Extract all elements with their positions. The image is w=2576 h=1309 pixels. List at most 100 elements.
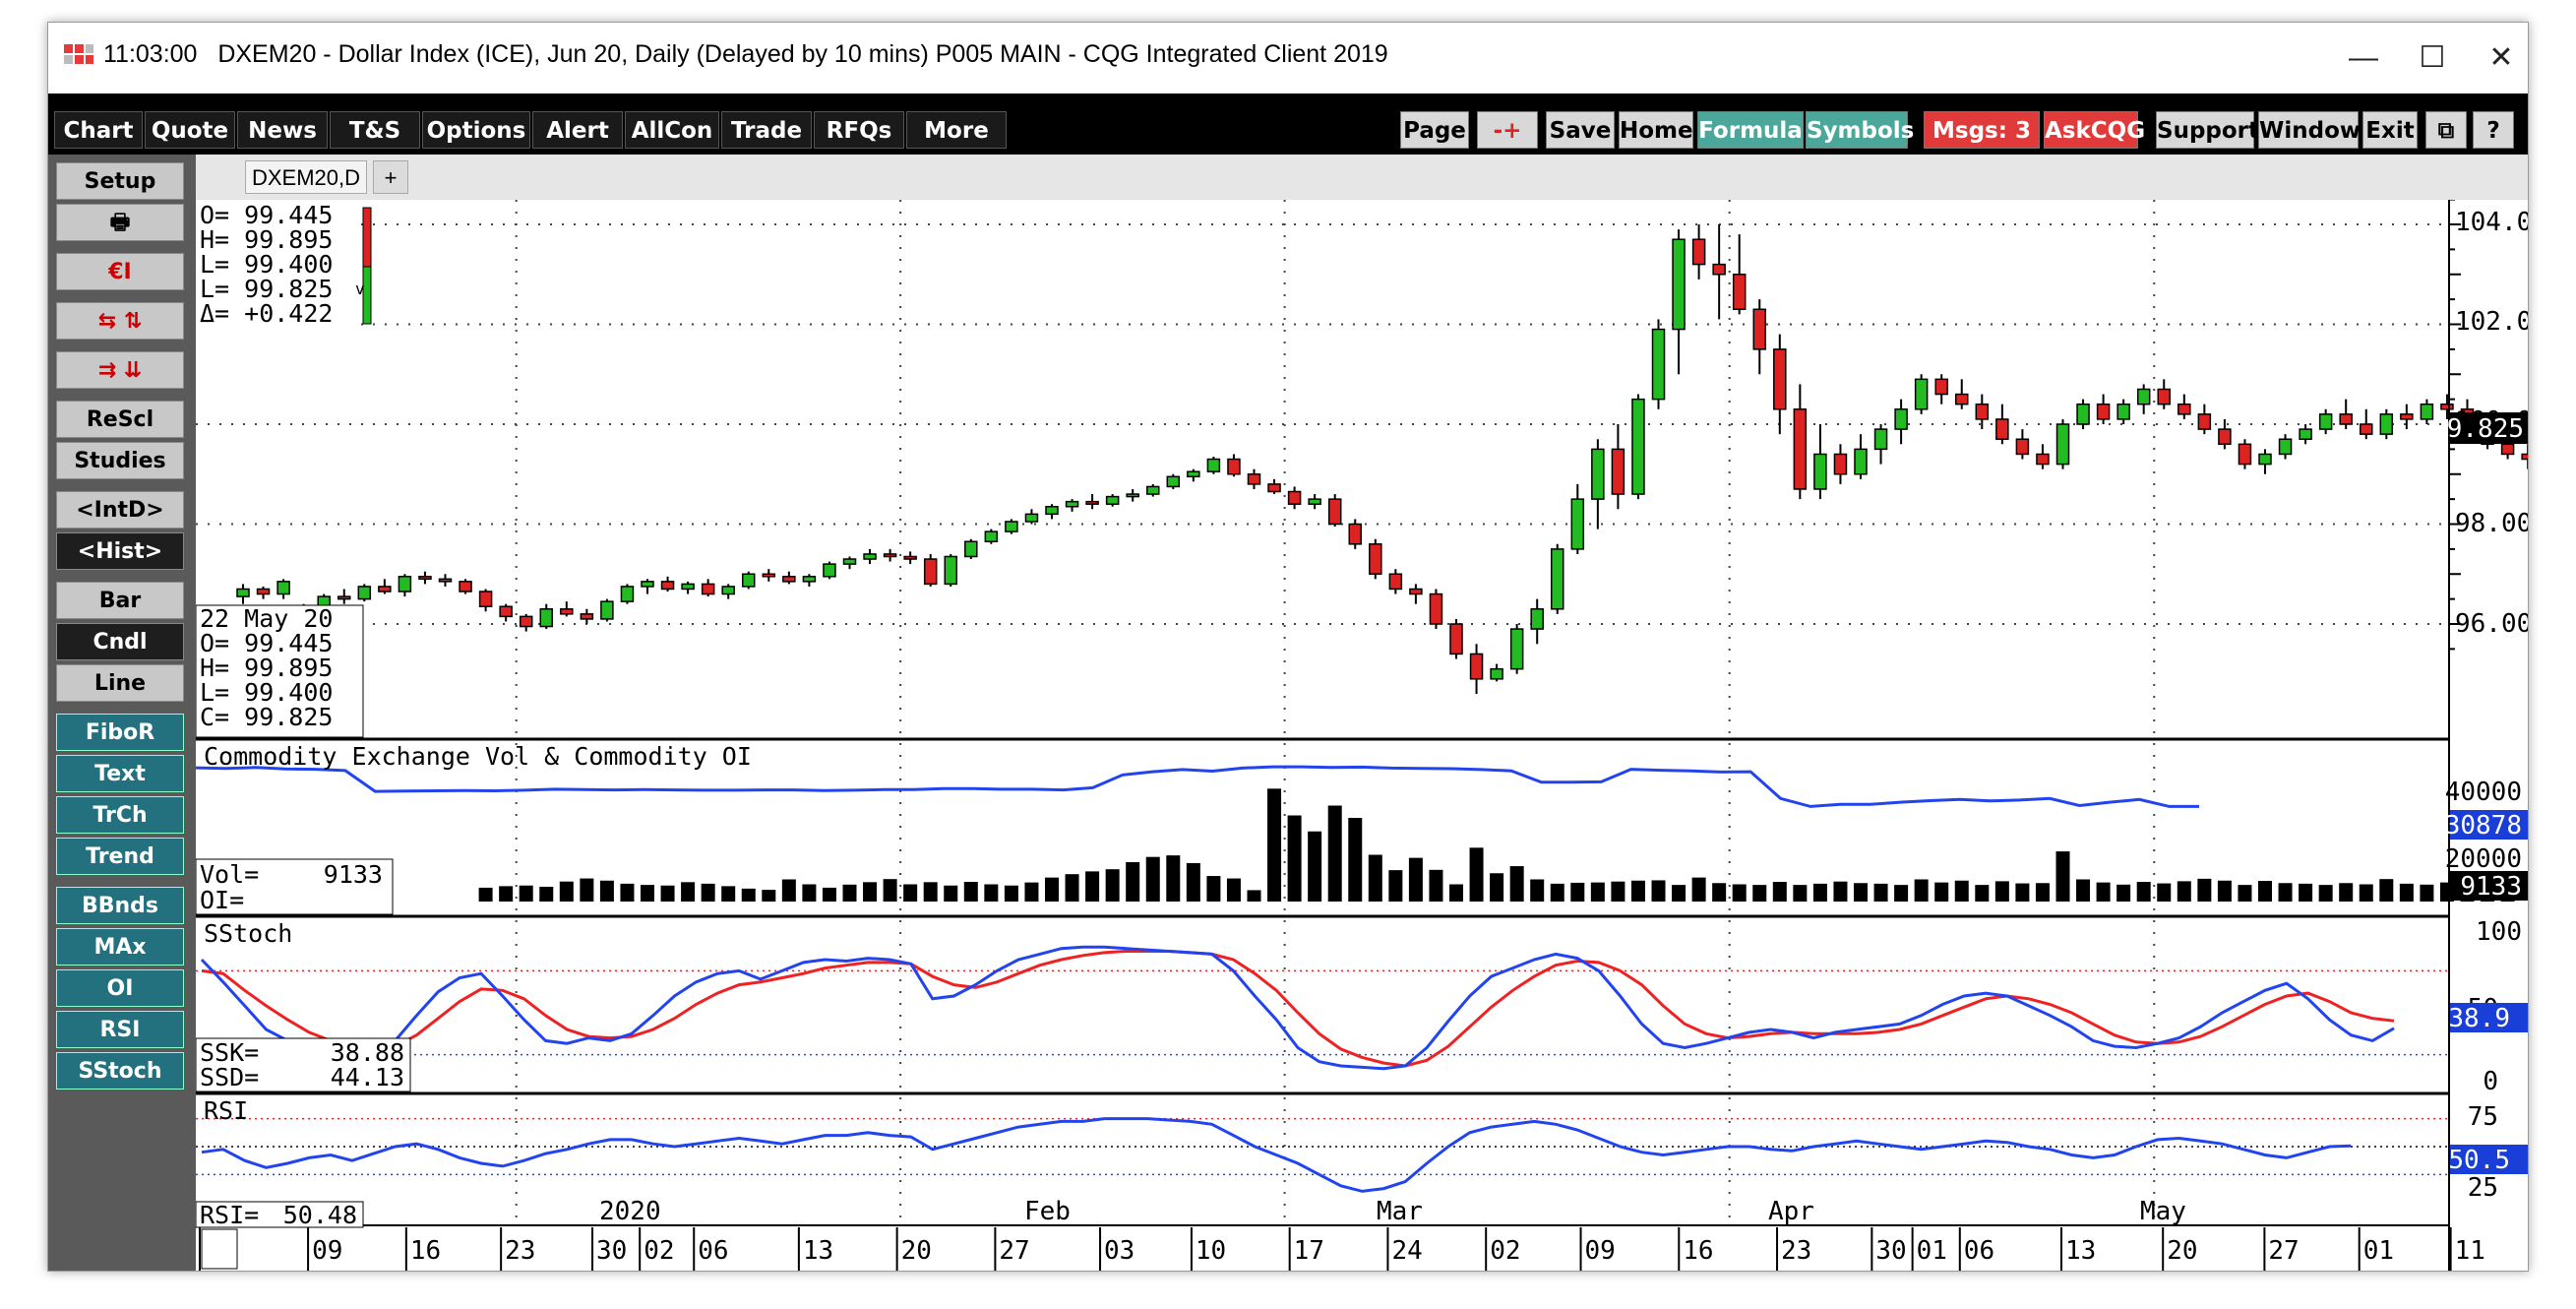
arrange-icon[interactable]: ⇉ ⇊ — [56, 351, 184, 389]
trade-button[interactable]: Trade — [721, 111, 812, 149]
print-icon[interactable]: 🖶 — [56, 204, 184, 241]
sstoch-button[interactable]: SStoch — [56, 1052, 184, 1090]
volume-bar — [1065, 874, 1079, 902]
add-tab-button[interactable]: + — [373, 160, 408, 194]
symbols-button[interactable]: Symbols — [1806, 111, 1914, 149]
volume-bar — [863, 882, 878, 902]
volume-bar — [599, 880, 614, 902]
ts-button[interactable]: T&S — [330, 111, 420, 149]
close-button[interactable]: ✕ — [2488, 41, 2514, 74]
fibor-button[interactable]: FiboR — [56, 714, 184, 751]
rsi-button[interactable]: RSI — [56, 1011, 184, 1048]
tab-dxem20[interactable]: DXEM20,D — [245, 160, 367, 194]
rsi-value: 50.48 — [283, 1201, 357, 1229]
volume-bar — [1793, 885, 1808, 902]
swap-icon[interactable]: ⇆ ⇅ — [56, 302, 184, 340]
volume-bar — [1388, 870, 1403, 902]
minimize-button[interactable]: — — [2349, 41, 2378, 74]
candle-body — [923, 558, 938, 586]
candle — [1591, 439, 1605, 530]
volume-bar — [1975, 885, 1990, 902]
candle-button[interactable]: Cndl — [56, 623, 184, 660]
volume-bar — [1308, 831, 1322, 902]
volume-bar — [963, 882, 978, 902]
candle — [1975, 394, 1990, 430]
scroll-handle[interactable] — [201, 1228, 238, 1270]
candle-body — [2116, 403, 2130, 420]
ohlc-close: C= 99.825 — [200, 703, 333, 731]
bar-button[interactable]: Bar — [56, 582, 184, 619]
volume-bar — [842, 884, 857, 902]
candle — [1914, 374, 1929, 414]
save-button[interactable]: Save — [1546, 111, 1615, 149]
max-button[interactable]: MAx — [56, 928, 184, 966]
ohlc-date: 22 May 20 — [200, 604, 333, 633]
rfqs-button[interactable]: RFQs — [814, 111, 904, 149]
readout-bar-red — [362, 207, 372, 268]
text-button[interactable]: Text — [56, 755, 184, 792]
support-button[interactable]: Support — [2156, 111, 2259, 149]
candle-body — [1105, 495, 1120, 505]
restore-icon[interactable]: ⧉ — [2425, 111, 2467, 149]
messages-button[interactable]: Msgs: 3 — [1924, 111, 2040, 149]
chart-button[interactable]: Chart — [54, 111, 143, 149]
candle — [1752, 299, 1766, 375]
vol-axis-20000: 20000 — [2445, 844, 2522, 874]
rsi-label: RSI= — [200, 1201, 259, 1229]
askcqg-button[interactable]: AskCQG — [2044, 111, 2145, 149]
oi-button[interactable]: OI — [56, 969, 184, 1007]
candle — [1449, 618, 1463, 659]
candle-body — [1247, 473, 1261, 485]
allcon-button[interactable]: AllCon — [625, 111, 719, 149]
volume-bar — [2258, 881, 2272, 902]
euro-icon[interactable]: €I — [56, 253, 184, 290]
home-button[interactable]: Home — [1619, 111, 1693, 149]
candle — [2400, 404, 2414, 430]
candle — [1570, 483, 1585, 554]
intraday-button[interactable]: <IntD> — [56, 491, 184, 529]
studies-button[interactable]: Studies — [56, 442, 184, 479]
news-button[interactable]: News — [237, 111, 328, 149]
help-icon[interactable]: ? — [2473, 111, 2514, 149]
bbands-button[interactable]: BBnds — [56, 887, 184, 924]
formula-button[interactable]: Formula — [1697, 111, 1804, 149]
maximize-button[interactable]: ☐ — [2419, 41, 2446, 74]
candle-body — [2076, 403, 2090, 425]
volume-bar — [1712, 883, 1727, 902]
candle-body — [2036, 453, 2050, 466]
exit-button[interactable]: Exit — [2362, 111, 2418, 149]
candle-body — [1409, 588, 1423, 595]
rsi-line — [201, 1117, 2352, 1193]
plus-minus-button[interactable]: -+ — [1477, 111, 1538, 149]
candle-body — [1166, 475, 1181, 488]
alert-button[interactable]: Alert — [532, 111, 623, 149]
candle — [1187, 468, 1200, 482]
ssk-line — [200, 945, 2395, 1071]
chart-area[interactable]: 2091623300206132027031017240209162330010… — [196, 200, 2528, 1271]
volume-bar — [1934, 882, 1949, 902]
candle — [2238, 439, 2252, 469]
volume-bar — [1833, 881, 1848, 902]
trend-button[interactable]: Trend — [56, 838, 184, 875]
candle — [1995, 404, 2009, 445]
candle — [418, 571, 432, 585]
candle — [2440, 394, 2454, 419]
candle-body — [984, 530, 999, 543]
line-button[interactable]: Line — [56, 664, 184, 702]
quote-button[interactable]: Quote — [145, 111, 235, 149]
more-button[interactable]: More — [906, 111, 1007, 149]
setup-button[interactable]: Setup — [56, 162, 184, 200]
trch-button[interactable]: TrCh — [56, 796, 184, 834]
volume-bar — [1732, 884, 1747, 902]
month-label-apr: Apr — [1768, 1197, 1814, 1226]
volume-bar — [2015, 883, 2030, 902]
options-button[interactable]: Options — [422, 111, 530, 149]
candle-body — [1024, 513, 1039, 523]
candle — [236, 584, 250, 604]
historical-button[interactable]: <Hist> — [56, 532, 184, 570]
window-button[interactable]: Window — [2258, 111, 2361, 149]
stochastic-panel — [196, 945, 2449, 1071]
rescale-button[interactable]: ReScl — [56, 401, 184, 438]
page-button[interactable]: Page — [1400, 111, 1469, 149]
candle — [944, 553, 957, 587]
